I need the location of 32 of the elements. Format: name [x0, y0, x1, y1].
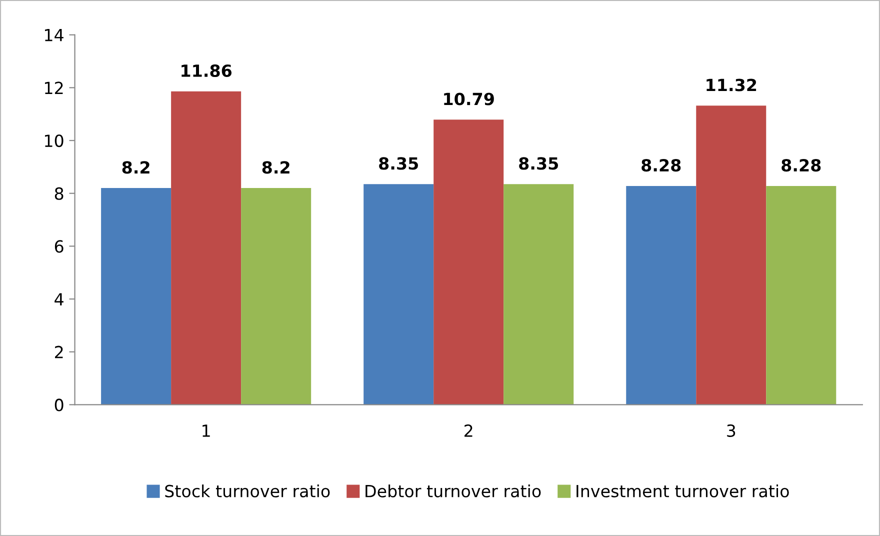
y-tick-label: 10 — [45, 134, 64, 148]
x-tick-label: 1 — [202, 424, 210, 437]
y-tick-label: 12 — [45, 82, 63, 94]
data-label: 8.35 — [379, 157, 418, 170]
data-label: 8.28 — [782, 159, 821, 172]
bar — [101, 188, 172, 405]
bar — [171, 91, 242, 405]
bar — [626, 186, 696, 405]
bar — [504, 184, 574, 405]
data-label: 8.28 — [642, 159, 681, 172]
data-label: 11.86 — [182, 64, 232, 78]
bar — [766, 186, 836, 405]
legend-label: Debtor turnover ratio — [366, 484, 541, 498]
x-tick-label: 3 — [727, 424, 736, 438]
bar — [434, 120, 504, 405]
legend-label: Stock turnover ratio — [165, 484, 330, 498]
data-label: 8.35 — [519, 157, 558, 170]
data-label: 8.2 — [262, 161, 290, 174]
data-label: 10.79 — [444, 92, 494, 106]
data-label: 8.2 — [122, 161, 150, 174]
x-tick-label: 2 — [464, 424, 472, 437]
legend-label: Investment turnover ratio — [576, 484, 789, 498]
y-tick-label: 0 — [54, 398, 64, 412]
bar — [364, 184, 434, 405]
y-tick-label: 4 — [54, 293, 64, 306]
bar — [241, 188, 312, 405]
y-tick-label: 6 — [54, 240, 64, 253]
data-label: 11.32 — [706, 78, 756, 92]
y-tick-label: 8 — [54, 187, 64, 200]
bar — [696, 106, 766, 405]
y-tick-label: 14 — [45, 29, 64, 42]
y-tick-label: 2 — [55, 346, 63, 358]
